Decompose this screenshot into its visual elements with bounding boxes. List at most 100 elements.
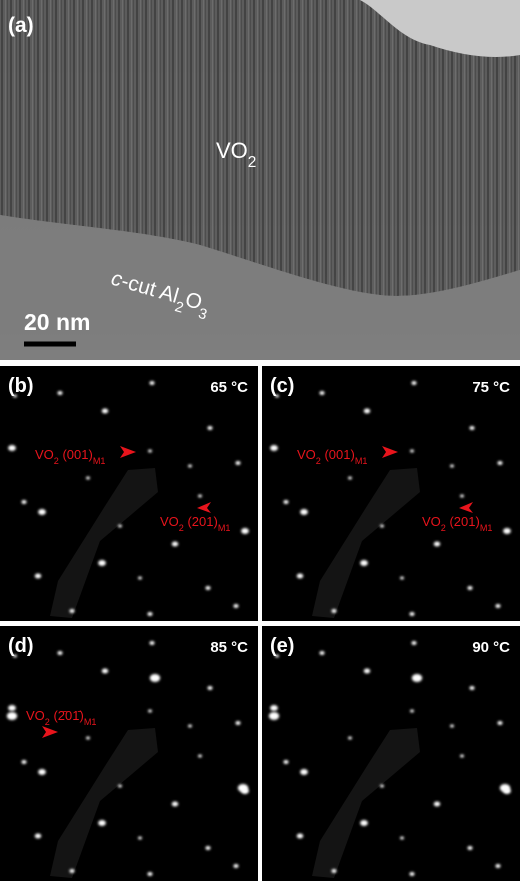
temperature-label: 90 °C — [472, 639, 510, 656]
diffraction-spot — [101, 668, 109, 674]
diffraction-spot — [148, 449, 152, 453]
text-part: 2 — [45, 717, 50, 727]
diffraction-spot — [98, 820, 106, 826]
arrow — [459, 502, 473, 513]
text-part: (201) — [184, 514, 218, 529]
diffraction-spot — [300, 509, 308, 515]
diffraction-spot — [497, 721, 503, 725]
diffraction-spot — [319, 391, 325, 395]
diffraction-spot — [207, 426, 213, 430]
panel-label: (d) — [8, 635, 34, 657]
diffraction-spot — [450, 724, 454, 728]
text-part: 2 — [316, 456, 321, 466]
diffraction-spot — [118, 784, 122, 788]
diffraction-spot — [101, 408, 109, 414]
diffraction-spot — [13, 394, 17, 398]
text-part: 2 — [248, 154, 257, 171]
diffraction-spot — [205, 586, 211, 590]
diffraction-spot — [411, 674, 423, 682]
diffraction-spot — [233, 604, 239, 608]
arrow — [197, 502, 211, 513]
text-part: M1 — [480, 523, 493, 533]
diffraction-spot — [69, 609, 75, 613]
diffraction-spot — [149, 641, 155, 645]
diffraction-spot — [34, 573, 42, 579]
panel-label: (c) — [270, 375, 294, 397]
diffraction-spot — [147, 872, 153, 876]
diffraction-spot — [331, 609, 337, 613]
reflection-label: VO2 (2̄01̄)M1 — [26, 708, 96, 727]
diffraction-spot — [360, 820, 368, 826]
diffraction-spot — [241, 528, 249, 534]
text-part: M1 — [355, 456, 368, 466]
diffraction-spot — [198, 494, 202, 498]
diffraction-spot — [460, 494, 464, 498]
text-part: VO — [297, 447, 316, 462]
diffraction-spot — [205, 846, 211, 850]
text-part: M1 — [218, 523, 231, 533]
diffraction-spot — [410, 709, 414, 713]
diffraction-spot — [69, 869, 75, 873]
diffraction-spot — [149, 381, 155, 385]
diffraction-spot — [57, 651, 63, 655]
diffraction-spot — [118, 524, 122, 528]
diffraction-spot — [8, 445, 16, 451]
diffraction-spot — [409, 872, 415, 876]
diffraction-panel: (d) 85 °C VO2 (2̄01̄)M1 — [0, 626, 258, 881]
diffraction-spot — [233, 864, 239, 868]
diffraction-spot — [6, 712, 18, 720]
diffraction-spot — [21, 760, 27, 764]
film-region — [0, 0, 520, 296]
text-part: 2 — [441, 523, 446, 533]
diffraction-spot — [147, 612, 153, 616]
diffraction-spot — [363, 408, 371, 414]
film-label: VO2 — [216, 138, 256, 171]
diffraction-spot — [237, 784, 249, 792]
diffraction-spot — [363, 668, 371, 674]
diffraction-spot — [296, 833, 304, 839]
beam-stopper — [312, 468, 420, 618]
diffraction-spot — [503, 528, 511, 534]
diffraction-spot — [469, 686, 475, 690]
diffraction-spot — [198, 754, 202, 758]
panel-label: (b) — [8, 375, 34, 397]
diffraction-spot — [21, 500, 27, 504]
diffraction-spot — [34, 833, 42, 839]
diffraction-spot — [270, 705, 278, 711]
reflection-label: VO2 (001)M1 — [35, 447, 105, 466]
text-part: (001) — [321, 447, 355, 462]
diffraction-spot — [270, 445, 278, 451]
arrow — [42, 726, 58, 738]
diffraction-spot — [380, 524, 384, 528]
diffraction-spot — [138, 836, 142, 840]
text-part: VO — [160, 514, 179, 529]
diffraction-spot — [98, 560, 106, 566]
diffraction-spot — [409, 612, 415, 616]
diffraction-spot — [495, 604, 501, 608]
temperature-label: 85 °C — [210, 639, 248, 656]
diffraction-spot — [283, 500, 289, 504]
beam-stopper — [312, 728, 420, 878]
diffraction-spot — [360, 560, 368, 566]
diffraction-spot — [319, 651, 325, 655]
diffraction-spot — [497, 461, 503, 465]
diffraction-spot — [38, 769, 46, 775]
diffraction-spot — [467, 846, 473, 850]
diffraction-spot — [411, 641, 417, 645]
scale-bar-label: 20 nm — [24, 309, 90, 335]
reflection-label: VO2 (001)M1 — [297, 447, 367, 466]
diffraction-spot — [410, 449, 414, 453]
text-part: VO — [216, 138, 248, 163]
diffraction-spot — [188, 724, 192, 728]
diffraction-spot — [331, 869, 337, 873]
diffraction-spot — [38, 509, 46, 515]
temperature-label: 75 °C — [472, 379, 510, 396]
diffraction-spot — [235, 721, 241, 725]
diffraction-spot — [148, 709, 152, 713]
temperature-label: 65 °C — [210, 379, 248, 396]
diffraction-spot — [450, 464, 454, 468]
diffraction-spot — [275, 394, 279, 398]
text-part: (001) — [59, 447, 93, 462]
diffraction-spot — [268, 712, 280, 720]
